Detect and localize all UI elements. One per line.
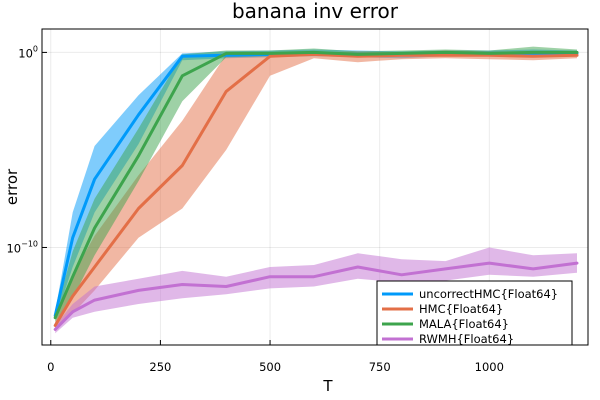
x-tick-label: 250 (149, 360, 171, 374)
x-tick-label: 750 (369, 360, 391, 374)
x-tick-label: 500 (259, 360, 281, 374)
mala-float64-line (53, 50, 579, 320)
legend-label-mala-float64: MALA{Float64} (419, 317, 509, 331)
legend-label-rwmh-float64: RWMH{Float64} (419, 332, 514, 346)
chart-title: banana inv error (232, 0, 399, 23)
y-axis-label: error (3, 168, 21, 205)
hmc-float64-line (53, 52, 579, 327)
y-tick-label: 100 (18, 44, 38, 60)
y-axis-ticks: 100 10−10 (6, 44, 47, 255)
legend-label-hmc-float64: HMC{Float64} (419, 302, 503, 316)
x-tick-label: 1000 (475, 360, 504, 374)
rwmh-float64-line (53, 261, 579, 331)
legend-label-uncorrecthmc-float64: uncorrectHMC{Float64} (419, 287, 558, 301)
x-axis-label: T (322, 377, 333, 395)
x-tick-label: 0 (47, 360, 54, 374)
series-lines (53, 50, 579, 331)
legend: uncorrectHMC{Float64}HMC{Float64}MALA{Fl… (376, 280, 573, 346)
y-tick-label: 10−10 (6, 239, 38, 255)
hmc-float64-band (55, 50, 577, 330)
legend-box (376, 280, 573, 346)
